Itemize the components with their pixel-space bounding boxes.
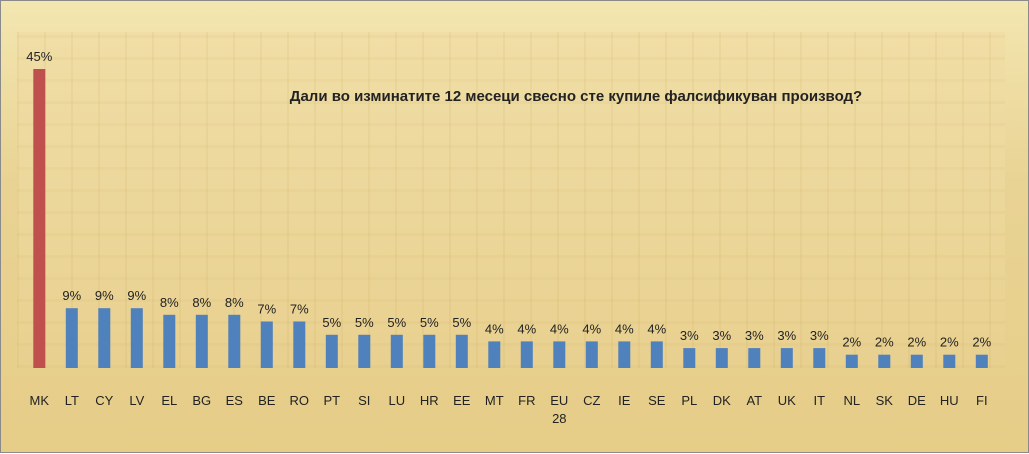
x-tick-label: LU — [388, 393, 405, 408]
x-tick-label: CY — [95, 393, 113, 408]
x-tick-label: IE — [618, 393, 631, 408]
bar-nl — [845, 354, 858, 368]
x-tick-label: PL — [681, 393, 697, 408]
bar-de — [910, 354, 923, 368]
chart-title: Дали во изминатите 12 месеци свесно сте … — [290, 88, 862, 105]
value-label: 8% — [192, 295, 211, 310]
value-label: 3% — [745, 328, 764, 343]
x-tick-label: DE — [908, 393, 926, 408]
bar-ro — [293, 321, 306, 368]
value-label: 3% — [810, 328, 829, 343]
value-label: 5% — [355, 315, 374, 330]
bar-cz — [585, 341, 598, 368]
value-label: 2% — [972, 335, 991, 350]
x-tick-label: MK — [30, 393, 50, 408]
bar-se — [650, 341, 663, 368]
value-label: 2% — [907, 335, 926, 350]
x-tick-label: HR — [420, 393, 439, 408]
value-label: 3% — [712, 328, 731, 343]
value-label: 4% — [550, 321, 569, 336]
bar-si — [358, 334, 371, 368]
bar-sk — [878, 354, 891, 368]
x-tick-label: EE — [453, 393, 471, 408]
plot-area — [17, 32, 1005, 368]
bar-at — [748, 348, 761, 368]
x-tick-label: LV — [129, 393, 144, 408]
value-label: 4% — [485, 321, 504, 336]
value-label: 8% — [160, 295, 179, 310]
bar-el — [163, 314, 176, 368]
value-label: 2% — [842, 335, 861, 350]
x-tick-label: FI — [976, 393, 988, 408]
bar-lv — [130, 308, 143, 368]
bar-cy — [98, 308, 111, 368]
bar-mt — [488, 341, 501, 368]
bar-lt — [65, 308, 78, 368]
x-tick-label: SK — [876, 393, 894, 408]
value-label: 5% — [452, 315, 471, 330]
value-label: 4% — [582, 321, 601, 336]
bar-ee — [455, 334, 468, 368]
x-tick-label: HU — [940, 393, 959, 408]
value-label: 7% — [257, 302, 276, 317]
x-tick-label: IT — [814, 393, 826, 408]
value-label: 2% — [875, 335, 894, 350]
bar-es — [228, 314, 241, 368]
x-tick-label: SI — [358, 393, 370, 408]
value-label: 3% — [777, 328, 796, 343]
x-tick-label: EU 28 — [550, 393, 568, 426]
bar-fr — [520, 341, 533, 368]
value-label: 4% — [517, 321, 536, 336]
value-label: 5% — [420, 315, 439, 330]
x-tick-label: BG — [192, 393, 211, 408]
value-label: 2% — [940, 335, 959, 350]
value-label: 4% — [647, 321, 666, 336]
x-tick-label: ES — [226, 393, 244, 408]
value-label: 5% — [322, 315, 341, 330]
x-tick-label: CZ — [583, 393, 600, 408]
value-label: 45% — [26, 49, 52, 64]
bars-group — [33, 69, 988, 368]
x-tick-label: SE — [648, 393, 666, 408]
value-label: 5% — [387, 315, 406, 330]
x-tick-labels-group: MK LT CY LV EL BG ES BE RO PT SI LU HR EE MT FR EU 28 CZ IE… — [30, 393, 988, 426]
x-tick-label: AT — [746, 393, 762, 408]
value-label: 7% — [290, 302, 309, 317]
x-tick-label: NL — [843, 393, 860, 408]
value-label: 9% — [95, 288, 114, 303]
x-tick-label: PT — [323, 393, 340, 408]
value-label: 4% — [615, 321, 634, 336]
x-tick-label: LT — [65, 393, 79, 408]
bar-pl — [683, 348, 696, 368]
bar-mk — [33, 69, 46, 368]
bar-bg — [195, 314, 208, 368]
x-tick-label: FR — [518, 393, 535, 408]
bar-pt — [325, 334, 338, 368]
bar-it — [813, 348, 826, 368]
bar-fi — [975, 354, 988, 368]
value-label: 8% — [225, 295, 244, 310]
x-tick-label: UK — [778, 393, 796, 408]
bar-uk — [780, 348, 793, 368]
bar-ie — [618, 341, 631, 368]
bar-hu — [943, 354, 956, 368]
x-tick-label: BE — [258, 393, 276, 408]
value-label: 3% — [680, 328, 699, 343]
bar-eu-28 — [553, 341, 566, 368]
value-label: 9% — [62, 288, 81, 303]
value-labels-group: 45% 9% 9% 9% 8% 8% 8% 7% 7% 5% 5% 5% 5% 5% 4% 4% 4% 4% 4% 4… — [26, 49, 991, 350]
bar-dk — [715, 348, 728, 368]
bar-be — [260, 321, 273, 368]
x-tick-label: EL — [161, 393, 177, 408]
x-tick-label: RO — [290, 393, 310, 408]
x-tick-label: DK — [713, 393, 731, 408]
x-tick-label: MT — [485, 393, 504, 408]
bar-hr — [423, 334, 436, 368]
value-label: 9% — [127, 288, 146, 303]
bar-lu — [390, 334, 403, 368]
